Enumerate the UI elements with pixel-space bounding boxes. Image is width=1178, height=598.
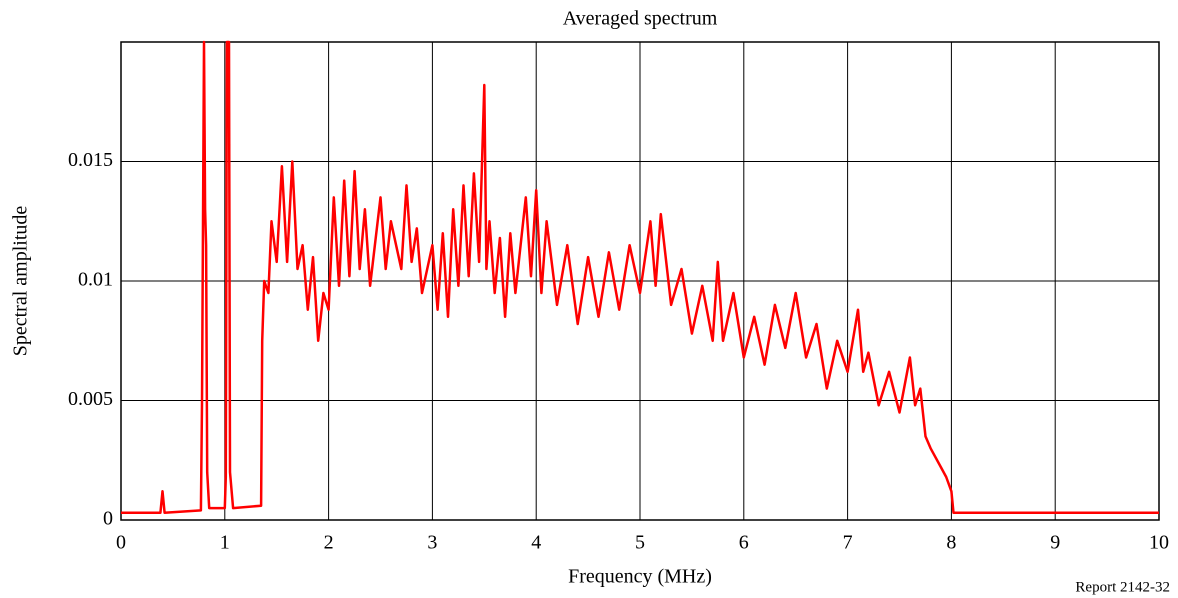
x-tick-label: 1 (220, 532, 230, 554)
x-tick-label: 2 (324, 532, 334, 554)
x-tick-label: 0 (116, 532, 126, 554)
y-tick-label: 0.005 (68, 388, 113, 410)
plot-frame (120, 41, 1160, 521)
x-tick-label: 4 (531, 532, 541, 554)
x-tick-label: 10 (1149, 532, 1169, 554)
y-tick-label: 0.015 (68, 149, 113, 171)
y-tick-label: 0.01 (78, 269, 113, 291)
x-axis-label: Frequency (MHz) (568, 566, 712, 588)
y-tick-label: 0 (103, 508, 113, 530)
y-axis-label: Spectral amplitude (10, 206, 32, 357)
x-tick-label: 3 (427, 532, 437, 554)
x-tick-label: 5 (635, 532, 645, 554)
report-note: Report 2142-32 (1075, 579, 1170, 595)
x-tick-label: 9 (1050, 532, 1060, 554)
x-tick-label: 8 (946, 532, 956, 554)
x-tick-label: 7 (843, 532, 853, 554)
chart-title: Averaged spectrum (563, 8, 718, 30)
spectrum-line (121, 40, 1159, 515)
x-tick-label: 6 (739, 532, 749, 554)
